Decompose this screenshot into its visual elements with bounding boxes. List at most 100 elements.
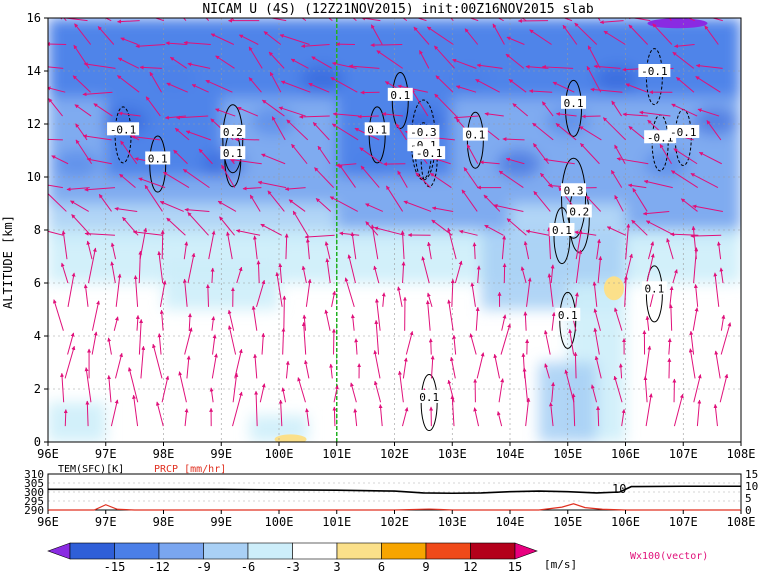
wind-vector [127,367,139,403]
wind-vector [659,143,672,165]
wind-vector [347,254,356,284]
wind-vector [217,200,237,212]
wind-vector [431,219,453,236]
wind-vector [575,229,583,260]
prcp-tick-label: 10 [745,480,758,493]
wind-vector [64,345,76,379]
wind-vector [187,313,192,331]
wind-vector [573,351,578,379]
wind-vector [85,400,90,427]
wind-vector [227,309,235,331]
wind-vector [668,304,673,331]
wind-vector [594,355,602,379]
contour-label: -0.1 [647,131,674,144]
wind-vector [210,33,235,45]
wind-vector [332,112,360,117]
contour-label: 0.1 [558,309,578,322]
bottom-x-tick-label: 103E [438,515,467,529]
wind-vector [360,165,380,188]
colorbar-right-triangle [514,542,538,560]
prcp-axis-label: PRCP [mm/hr] [154,464,226,475]
colorbar-unit: [m/s] [544,558,577,571]
wind-vector [505,53,525,69]
wind-vector [419,50,430,69]
contour-label-bg [220,124,246,138]
wind-vector [627,183,647,189]
wind-vector [680,198,698,212]
wind-vector [415,172,431,188]
wind-vector [252,235,258,260]
y-tick-label: 8 [34,223,41,237]
wind-vector [670,170,699,189]
wind-vector [198,148,213,165]
contour-label-bg [462,127,488,141]
wind-vector [93,103,113,117]
wind-vector [113,316,119,331]
wind-vector [160,229,165,260]
colorbar-segment [425,542,471,560]
colorbar-level-label: -3 [285,560,299,574]
wind-vector [469,333,477,355]
wind-vector [631,219,648,236]
wind-vector [671,103,698,117]
y-axis-label: ALTITUDE [km] [1,215,15,309]
contour-label-bg [549,223,575,236]
x-tick-label: 106E [611,447,640,461]
wind-vector [468,18,479,22]
wind-vector [644,345,652,379]
colorbar: -15 -12 -9 -6 -3 3 6 9 12 15 [47,542,538,574]
wind-vector [473,407,480,427]
wind-vector [210,267,215,284]
wind-vector [278,399,283,427]
wind-vector [370,43,403,48]
wind-vector [211,316,216,331]
contour-label-bg [413,146,446,160]
shade-patch [545,107,590,136]
bottom-x-tick-label: 106E [611,515,640,529]
wind-vector [166,82,188,93]
wind-vector [327,18,333,22]
wind-vector [449,356,456,379]
wind-vector [152,343,163,379]
wind-vector [512,103,529,117]
wind-vector [643,179,673,189]
wind-vector [646,253,655,284]
wind-vector [182,168,210,189]
wind-vector [672,269,678,284]
wind-vector [234,348,243,379]
wind-vector [695,63,723,69]
wind-vector [187,252,196,284]
wind-vector [138,318,144,355]
wind-vector [688,348,696,379]
wind-vector [476,265,481,284]
wind-vector [593,308,601,331]
wind-vector [521,18,527,22]
wind-vector [397,170,408,188]
wind-vector [359,147,383,165]
wind-vector [370,24,383,45]
wind-vector [673,393,684,427]
x-tick-label: 104E [496,447,525,461]
wind-vector [396,286,403,307]
wind-vector [302,314,307,331]
contour-label-bg [145,151,171,165]
wind-vector [215,55,235,69]
wind-vector [502,137,525,142]
wind-vector [403,200,432,212]
wind-vector [628,125,646,141]
wind-vector [544,363,550,379]
wind-vector [493,203,524,212]
tem-axis-label: TEM(SFC)[K] [58,464,124,475]
wind-vector [645,315,650,331]
wind-vector [574,230,597,236]
wind-vector [98,193,112,212]
colorbar-level-label: 12 [463,560,477,574]
wind-vector [312,122,330,141]
wind-vector [291,143,308,165]
wind-vector [500,323,511,355]
wind-vector [186,355,191,379]
wind-vector [237,106,259,117]
prcp-tick-label: 5 [745,492,752,505]
wind-vector [496,411,503,427]
x-tick-label: 99E [210,447,232,461]
